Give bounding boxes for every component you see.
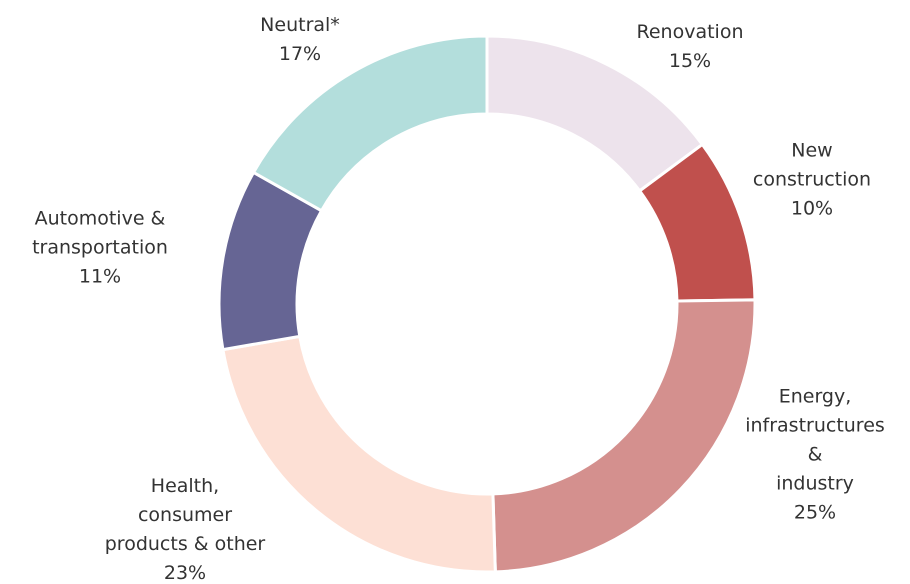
segment-label: New construction 10% — [753, 137, 871, 224]
category-name: Neutral* — [260, 14, 340, 36]
category-name: Automotive & transportation — [32, 207, 168, 259]
segment-label: Energy, infrastructures & industry 25% — [745, 383, 885, 528]
category-name: Renovation — [636, 21, 744, 43]
category-name: Energy, infrastructures & industry — [745, 385, 885, 495]
category-name: Health, consumer products & other — [104, 475, 266, 555]
value-label: 15% — [668, 50, 712, 72]
segment-label: Renovation 15% — [637, 18, 744, 76]
category-name: New construction — [752, 139, 872, 191]
value-label: 10% — [790, 197, 834, 220]
donut-segment — [221, 334, 497, 574]
value-label: 11% — [78, 265, 122, 288]
segment-label: Neutral* 17% — [260, 11, 340, 69]
donut-segment — [491, 298, 757, 574]
value-label: 23% — [163, 562, 207, 584]
value-label: 17% — [278, 43, 322, 65]
donut-segment — [251, 34, 489, 213]
segment-label: Health, consumer products & other 23% — [105, 472, 266, 584]
segment-label: Automotive & transportation 11% — [32, 205, 168, 292]
value-label: 25% — [793, 501, 837, 524]
